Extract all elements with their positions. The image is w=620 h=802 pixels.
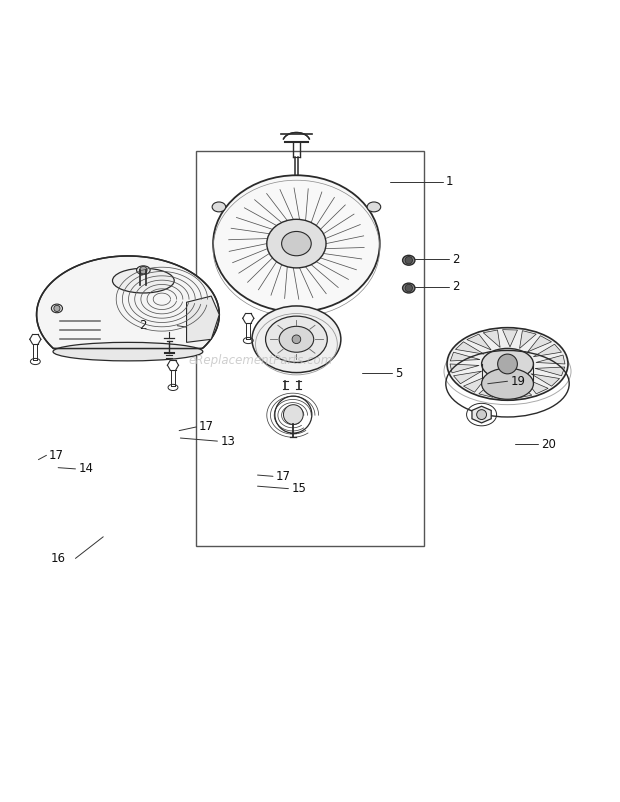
Circle shape (405, 257, 412, 264)
Text: 5: 5 (395, 367, 402, 379)
Circle shape (54, 306, 60, 311)
Polygon shape (472, 407, 491, 423)
Ellipse shape (265, 316, 327, 363)
Ellipse shape (290, 312, 303, 322)
Text: 1: 1 (446, 176, 453, 188)
Polygon shape (37, 256, 219, 349)
Text: 15: 15 (291, 482, 306, 495)
Circle shape (189, 325, 197, 332)
Ellipse shape (112, 269, 174, 293)
Ellipse shape (136, 265, 150, 274)
Polygon shape (450, 352, 480, 361)
Ellipse shape (402, 255, 415, 265)
Ellipse shape (482, 348, 533, 379)
Text: 2: 2 (452, 253, 459, 265)
Circle shape (477, 410, 487, 419)
Ellipse shape (252, 306, 341, 373)
Polygon shape (524, 378, 548, 394)
Circle shape (292, 335, 301, 343)
Bar (196, 151, 424, 546)
Ellipse shape (279, 326, 314, 352)
Polygon shape (464, 376, 487, 392)
Ellipse shape (213, 176, 379, 312)
Ellipse shape (447, 328, 568, 400)
Ellipse shape (187, 323, 199, 333)
Polygon shape (515, 380, 532, 398)
Text: eReplacementParts.com: eReplacementParts.com (188, 354, 333, 367)
Text: 16: 16 (51, 552, 66, 565)
Text: 2: 2 (139, 319, 146, 332)
Circle shape (498, 354, 517, 374)
Polygon shape (187, 296, 219, 342)
Text: 2: 2 (452, 281, 459, 294)
Text: 19: 19 (511, 375, 526, 387)
Ellipse shape (51, 304, 63, 313)
Text: 17: 17 (199, 420, 214, 433)
Ellipse shape (212, 202, 226, 212)
Polygon shape (497, 381, 513, 399)
Text: 17: 17 (48, 449, 63, 462)
Ellipse shape (367, 202, 381, 212)
Circle shape (140, 266, 147, 273)
Circle shape (283, 405, 303, 424)
Polygon shape (533, 344, 562, 357)
Ellipse shape (267, 219, 326, 268)
Polygon shape (453, 371, 482, 383)
Polygon shape (456, 342, 484, 354)
Ellipse shape (482, 368, 533, 399)
Polygon shape (502, 330, 518, 347)
Polygon shape (450, 364, 479, 373)
Text: 17: 17 (276, 470, 291, 483)
Text: 20: 20 (541, 438, 556, 451)
Polygon shape (467, 334, 491, 350)
Polygon shape (520, 330, 536, 348)
Polygon shape (479, 379, 495, 397)
Polygon shape (531, 374, 560, 386)
Text: 13: 13 (221, 435, 236, 448)
Ellipse shape (281, 232, 311, 256)
Polygon shape (528, 336, 552, 352)
Text: 14: 14 (79, 463, 94, 476)
Circle shape (405, 285, 412, 292)
Ellipse shape (53, 342, 203, 361)
Ellipse shape (402, 283, 415, 293)
Polygon shape (536, 355, 565, 364)
Polygon shape (483, 330, 500, 347)
Polygon shape (535, 367, 565, 376)
